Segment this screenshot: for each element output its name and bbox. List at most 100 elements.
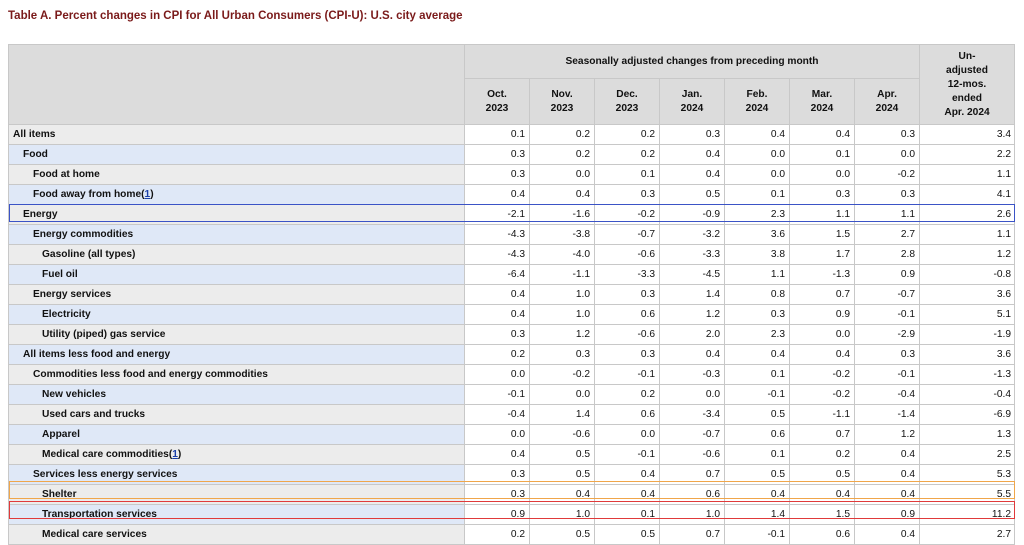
value-cell: -1.1 xyxy=(529,264,595,285)
value-cell: -6.4 xyxy=(464,264,530,285)
value-cell: 0.4 xyxy=(529,484,595,505)
value-cell: 0.3 xyxy=(529,344,595,365)
row-label: Transportation services xyxy=(8,504,465,525)
row-label: Shelter xyxy=(8,484,465,505)
value-cell: 0.4 xyxy=(464,444,530,465)
unadjusted-value-cell: 1.1 xyxy=(919,224,1015,245)
value-cell: 0.9 xyxy=(854,264,920,285)
value-cell: 0.3 xyxy=(464,144,530,165)
value-cell: 0.4 xyxy=(789,344,855,365)
value-cell: -3.3 xyxy=(594,264,660,285)
value-cell: 0.3 xyxy=(789,184,855,205)
table-row: Apparel 0.0 -0.6 0.0 -0.7 0.6 0.7 1.2 1.3 xyxy=(8,424,1015,445)
value-cell: -1.6 xyxy=(529,204,595,225)
value-cell: -0.2 xyxy=(594,204,660,225)
value-cell: 2.0 xyxy=(659,324,725,345)
value-cell: 0.1 xyxy=(789,144,855,165)
value-cell: 0.6 xyxy=(724,424,790,445)
value-cell: 0.0 xyxy=(464,424,530,445)
value-cell: 0.4 xyxy=(594,464,660,485)
value-cell: 0.3 xyxy=(854,184,920,205)
value-cell: 2.3 xyxy=(724,204,790,225)
value-cell: 0.4 xyxy=(464,304,530,325)
value-cell: 1.5 xyxy=(789,504,855,525)
value-cell: -0.7 xyxy=(659,424,725,445)
value-cell: -0.6 xyxy=(594,244,660,265)
value-cell: -0.6 xyxy=(529,424,595,445)
table-row: Transportation services 0.9 1.0 0.1 1.0 1.4 1.… xyxy=(8,504,1015,525)
unadjusted-value-cell: -6.9 xyxy=(919,404,1015,425)
month-header-4: Feb. 2024 xyxy=(724,78,790,125)
table-row: Medical care commodities(1) 0.4 0.5 -0.1 -0.… xyxy=(8,444,1015,465)
value-cell: -0.6 xyxy=(659,444,725,465)
unadjusted-value-cell: 1.2 xyxy=(919,244,1015,265)
value-cell: -3.4 xyxy=(659,404,725,425)
row-label: Gasoline (all types) xyxy=(8,244,465,265)
table-row: Medical care services 0.2 0.5 0.5 0.7 -0.1 0.6… xyxy=(8,524,1015,545)
unadjusted-value-cell: 3.6 xyxy=(919,344,1015,365)
month-header-0: Oct. 2023 xyxy=(464,78,530,125)
value-cell: 0.4 xyxy=(659,144,725,165)
month-header-2: Dec. 2023 xyxy=(594,78,660,125)
value-cell: 0.3 xyxy=(724,304,790,325)
value-cell: 0.3 xyxy=(464,324,530,345)
row-label: Energy commodities xyxy=(8,224,465,245)
value-cell: 1.0 xyxy=(529,284,595,305)
row-label: Food away from home(1) xyxy=(8,184,465,205)
value-cell: -0.4 xyxy=(464,404,530,425)
table-row: Gasoline (all types) -4.3 -4.0 -0.6 -3.3 3.8 1… xyxy=(8,244,1015,265)
table-title: Table A. Percent changes in CPI for All … xyxy=(8,10,463,22)
value-cell: 0.4 xyxy=(854,444,920,465)
value-cell: -0.2 xyxy=(529,364,595,385)
value-cell: 0.4 xyxy=(724,344,790,365)
value-cell: 0.0 xyxy=(789,164,855,185)
value-cell: 0.6 xyxy=(659,484,725,505)
table-row: All items 0.1 0.2 0.2 0.3 0.4 0.4 0.3 3.4 xyxy=(8,124,1015,145)
value-cell: 0.2 xyxy=(594,144,660,165)
unadjusted-value-cell: -1.3 xyxy=(919,364,1015,385)
value-cell: 0.6 xyxy=(594,404,660,425)
row-label: Used cars and trucks xyxy=(8,404,465,425)
value-cell: 0.4 xyxy=(659,164,725,185)
value-cell: -0.7 xyxy=(594,224,660,245)
row-label: Energy xyxy=(8,204,465,225)
row-label: Apparel xyxy=(8,424,465,445)
value-cell: 1.1 xyxy=(854,204,920,225)
value-cell: 3.8 xyxy=(724,244,790,265)
value-cell: 0.4 xyxy=(854,464,920,485)
value-cell: 0.3 xyxy=(659,124,725,145)
table-row: Commodities less food and energy commodi… xyxy=(8,364,1015,385)
value-cell: -3.3 xyxy=(659,244,725,265)
value-cell: 1.0 xyxy=(529,504,595,525)
value-cell: 0.5 xyxy=(529,464,595,485)
value-cell: 1.2 xyxy=(659,304,725,325)
value-cell: -0.1 xyxy=(464,384,530,405)
value-cell: 0.5 xyxy=(789,464,855,485)
value-cell: 0.2 xyxy=(464,344,530,365)
footnote-link[interactable]: 1 xyxy=(144,189,151,200)
footnote-link[interactable]: 1 xyxy=(172,449,178,460)
value-cell: -0.1 xyxy=(854,304,920,325)
row-label: Electricity xyxy=(8,304,465,325)
row-label: Medical care services xyxy=(8,524,465,545)
table-row: All items less food and energy 0.2 0.3 0.3 0… xyxy=(8,344,1015,365)
value-cell: 1.4 xyxy=(529,404,595,425)
value-cell: -0.2 xyxy=(789,384,855,405)
value-cell: 1.7 xyxy=(789,244,855,265)
value-cell: 0.2 xyxy=(529,124,595,145)
value-cell: 0.9 xyxy=(464,504,530,525)
table-row: Fuel oil -6.4 -1.1 -3.3 -4.5 1.1 -1.3 0.9 -0.8 xyxy=(8,264,1015,285)
row-label: All items xyxy=(8,124,465,145)
row-label: All items less food and energy xyxy=(8,344,465,365)
value-cell: 0.1 xyxy=(464,124,530,145)
table-row: Utility (piped) gas service 0.3 1.2 -0.6 2.0… xyxy=(8,324,1015,345)
value-cell: 1.2 xyxy=(854,424,920,445)
value-cell: 0.4 xyxy=(659,344,725,365)
value-cell: 0.7 xyxy=(659,524,725,545)
unadjusted-value-cell: 1.1 xyxy=(919,164,1015,185)
value-cell: -3.8 xyxy=(529,224,595,245)
value-cell: 0.3 xyxy=(854,124,920,145)
value-cell: 0.4 xyxy=(789,484,855,505)
value-cell: 0.4 xyxy=(529,184,595,205)
value-cell: 0.0 xyxy=(854,144,920,165)
